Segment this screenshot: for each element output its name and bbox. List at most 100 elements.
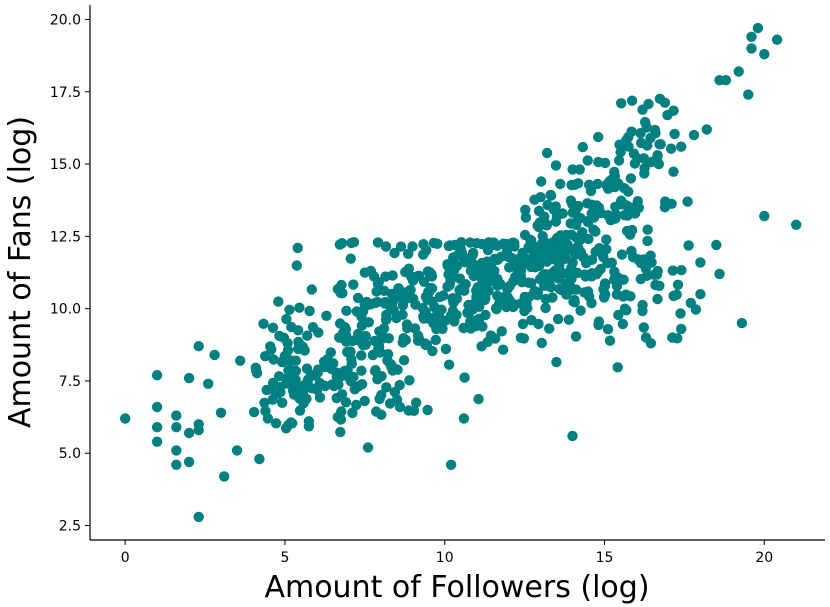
scatter-point [431, 313, 443, 324]
scatter-point [668, 290, 679, 302]
scatter-point [459, 372, 470, 383]
scatter-point [458, 322, 469, 334]
scatter-point [398, 333, 409, 344]
scatter-point [602, 324, 614, 335]
scatter-point [447, 293, 458, 304]
scatter-point [287, 385, 299, 396]
scatter-point [368, 271, 380, 282]
scatter-point [652, 265, 663, 277]
scatter-point [513, 260, 524, 271]
scatter-point [422, 404, 433, 416]
scatter-point [577, 141, 588, 153]
scatter-point [283, 364, 295, 376]
scatter-point [151, 436, 163, 447]
scatter-point [273, 296, 284, 307]
scatter-point [662, 109, 673, 121]
scatter-point [626, 126, 637, 137]
scatter-point [565, 218, 576, 229]
data-points [120, 22, 802, 523]
scatter-point [183, 427, 195, 439]
scatter-point [653, 158, 664, 170]
scatter-point [361, 296, 372, 308]
scatter-point [473, 393, 484, 405]
scatter-point [357, 306, 369, 317]
scatter-point [265, 341, 276, 352]
scatter-point [292, 343, 304, 355]
scatter-point [643, 98, 654, 110]
scatter-point [286, 321, 297, 333]
scatter-point [629, 158, 641, 169]
scatter-point [665, 143, 677, 154]
scatter-point [599, 280, 610, 292]
scatter-point [602, 210, 614, 221]
scatter-point [616, 98, 627, 109]
scatter-point [672, 279, 684, 290]
scatter-point [406, 271, 417, 282]
scatter-point [418, 311, 429, 322]
scatter-point [480, 309, 491, 321]
scatter-point [421, 245, 432, 256]
scatter-point [405, 284, 416, 296]
y-tick-label: 2.5 [59, 519, 81, 535]
scatter-point [659, 97, 671, 108]
scatter-point [567, 430, 578, 442]
scatter-point [545, 281, 557, 293]
scatter-point [621, 200, 632, 211]
y-tick-label: 20.0 [50, 12, 81, 28]
y-axis-title: Amount of Fans (log) [3, 116, 38, 428]
scatter-point [711, 239, 722, 251]
x-tick-label: 20 [755, 550, 773, 566]
scatter-point [376, 409, 387, 420]
scatter-point [335, 287, 346, 299]
scatter-point [676, 323, 687, 335]
scatter-point [267, 394, 278, 405]
scatter-point [593, 202, 605, 213]
scatter-point [304, 305, 315, 317]
scatter-point [652, 293, 663, 305]
scatter-point [752, 22, 764, 34]
scatter-point [351, 399, 362, 411]
scatter-point [328, 358, 339, 369]
scatter-point [650, 128, 661, 139]
scatter-point [277, 397, 288, 408]
scatter-point [332, 372, 343, 383]
y-axis-ticks: 2.5 5.0 7.5 10.0 12.5 15.0 17.5 20.0 [50, 12, 90, 535]
scatter-point [306, 284, 317, 295]
scatter-point [321, 310, 332, 321]
scatter-point [374, 393, 385, 405]
scatter-point [520, 204, 531, 215]
scatter-point [389, 247, 400, 259]
scatter-point [443, 269, 454, 280]
scatter-point [496, 326, 507, 337]
scatter-point [348, 237, 360, 248]
scatter-point [284, 355, 296, 366]
scatter-point [635, 128, 646, 139]
scatter-point [303, 421, 315, 432]
x-tick-label: 5 [280, 550, 289, 566]
scatter-point [193, 341, 204, 352]
scatter-point [498, 238, 509, 249]
scatter-point [616, 249, 628, 260]
scatter-point [472, 282, 483, 293]
scatter-point [389, 386, 401, 398]
scatter-point [582, 155, 593, 166]
scatter-point [458, 413, 470, 424]
scatter-point [714, 268, 725, 280]
scatter-point [676, 265, 687, 276]
scatter-point [377, 333, 388, 344]
scatter-point [733, 66, 744, 77]
scatter-point [676, 141, 687, 152]
scatter-point [312, 367, 323, 378]
scatter-point [533, 246, 545, 258]
scatter-point [387, 270, 398, 281]
scatter-point [345, 346, 356, 357]
scatter-point [588, 212, 599, 223]
scatter-point [621, 135, 632, 146]
scatter-point [593, 131, 604, 143]
scatter-point [464, 237, 476, 248]
scatter-point [609, 171, 621, 182]
scatter-point [533, 318, 544, 330]
scatter-point [515, 271, 527, 282]
scatter-point [520, 212, 532, 223]
scatter-point [791, 219, 802, 230]
